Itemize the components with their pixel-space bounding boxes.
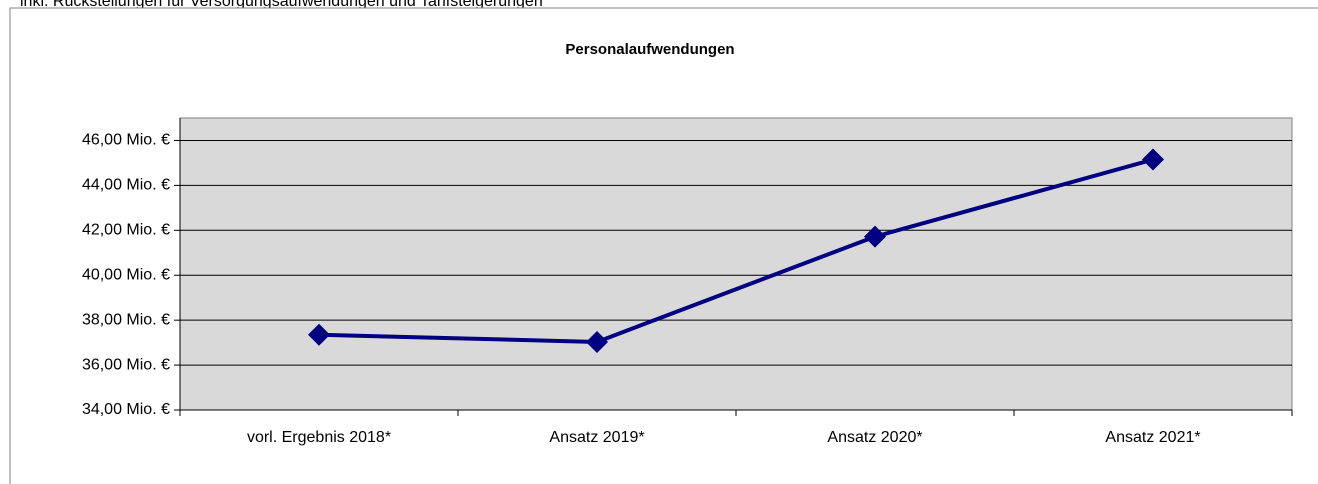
y-tick-label: 44,00 Mio. € <box>82 177 170 194</box>
y-tick-label: 36,00 Mio. € <box>82 356 170 373</box>
y-tick-label: 40,00 Mio. € <box>82 266 170 283</box>
y-tick-label: 34,00 Mio. € <box>82 401 170 418</box>
y-tick-label: 46,00 Mio. € <box>82 132 170 149</box>
x-tick-label: Ansatz 2020* <box>827 429 922 446</box>
x-tick-label: Ansatz 2019* <box>549 429 644 446</box>
data-point <box>1142 148 1164 171</box>
data-point <box>586 330 608 353</box>
caption: inkl. Rückstellungen für Versorgungsaufw… <box>20 0 543 10</box>
series-line <box>318 157 1154 344</box>
y-tick-label: 38,00 Mio. € <box>82 311 170 328</box>
x-tick-label: vorl. Ergebnis 2018* <box>247 429 391 446</box>
data-point <box>308 323 330 346</box>
plot-area <box>179 117 1293 411</box>
x-tick-label: Ansatz 2021* <box>1105 429 1200 446</box>
data-point <box>864 225 886 248</box>
chart-title: Personalaufwendungen <box>565 41 734 58</box>
y-tick-label: 42,00 Mio. € <box>82 222 170 239</box>
